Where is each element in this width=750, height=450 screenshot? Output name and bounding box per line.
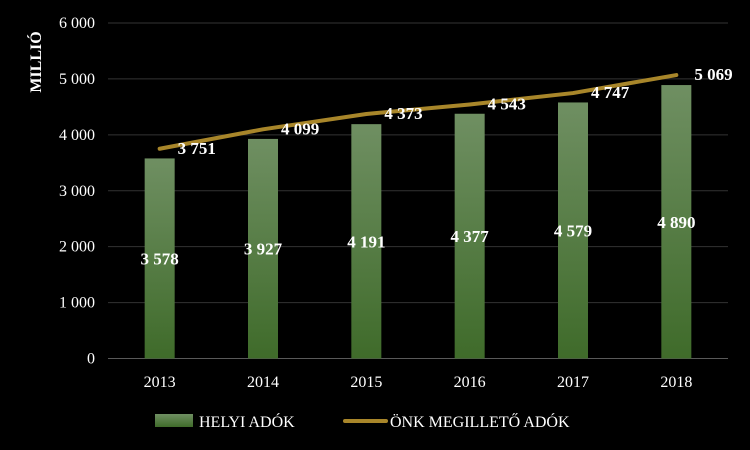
x-axis-ticks: 2013 2014 2015 2016 2017 2018 — [144, 374, 693, 391]
bar-data-label: 4 377 — [451, 227, 490, 246]
y-tick-label: 0 — [87, 351, 95, 368]
x-tick-label: 2014 — [247, 374, 279, 391]
bar — [144, 158, 175, 359]
legend-swatch-bar — [155, 414, 193, 427]
legend: HELYI ADÓK ÖNK MEGILLETŐ ADÓK — [155, 412, 570, 431]
bar — [661, 85, 692, 359]
line-data-label: 4 747 — [591, 83, 630, 102]
line-data-label: 4 373 — [384, 104, 422, 123]
line-data-label: 3 751 — [178, 139, 216, 158]
x-tick-label: 2015 — [350, 374, 382, 391]
bar-series — [144, 85, 692, 359]
bar — [558, 102, 588, 359]
line-data-label: 4 543 — [488, 94, 526, 113]
line-series — [157, 73, 679, 151]
line-data-label: 4 099 — [281, 119, 319, 138]
x-tick-label: 2018 — [660, 374, 692, 391]
bar — [454, 113, 485, 359]
bar — [248, 138, 278, 359]
legend-label-bar: HELYI ADÓK — [199, 412, 295, 431]
y-tick-label: 5 000 — [59, 71, 95, 88]
y-tick-label: 3 000 — [59, 183, 95, 200]
data-labels: 3 578 3 927 4 191 4 377 4 579 4 890 3 751 4 099… — [141, 65, 733, 268]
x-tick-label: 2013 — [144, 374, 176, 391]
y-tick-label: 6 000 — [59, 15, 95, 32]
bar — [351, 124, 382, 359]
y-axis-ticks: 0 1 000 2 000 3 000 4 000 5 000 6 000 — [59, 15, 95, 368]
line-data-label: 5 069 — [694, 65, 732, 84]
y-tick-label: 1 000 — [59, 295, 95, 312]
bar-data-label: 3 578 — [141, 249, 179, 268]
gridlines — [108, 22, 728, 304]
y-tick-label: 2 000 — [59, 239, 95, 256]
bar-data-label: 3 927 — [244, 240, 283, 259]
legend-label-line: ÖNK MEGILLETŐ ADÓK — [390, 412, 570, 431]
bar-data-label: 4 191 — [347, 232, 385, 251]
bar-data-label: 4 890 — [657, 213, 695, 232]
x-tick-label: 2017 — [557, 374, 589, 391]
bar-data-label: 4 579 — [554, 221, 592, 240]
series-line — [157, 73, 679, 151]
y-axis-title: MILLIÓ — [26, 31, 45, 92]
y-tick-label: 4 000 — [59, 127, 95, 144]
x-tick-label: 2016 — [454, 374, 486, 391]
